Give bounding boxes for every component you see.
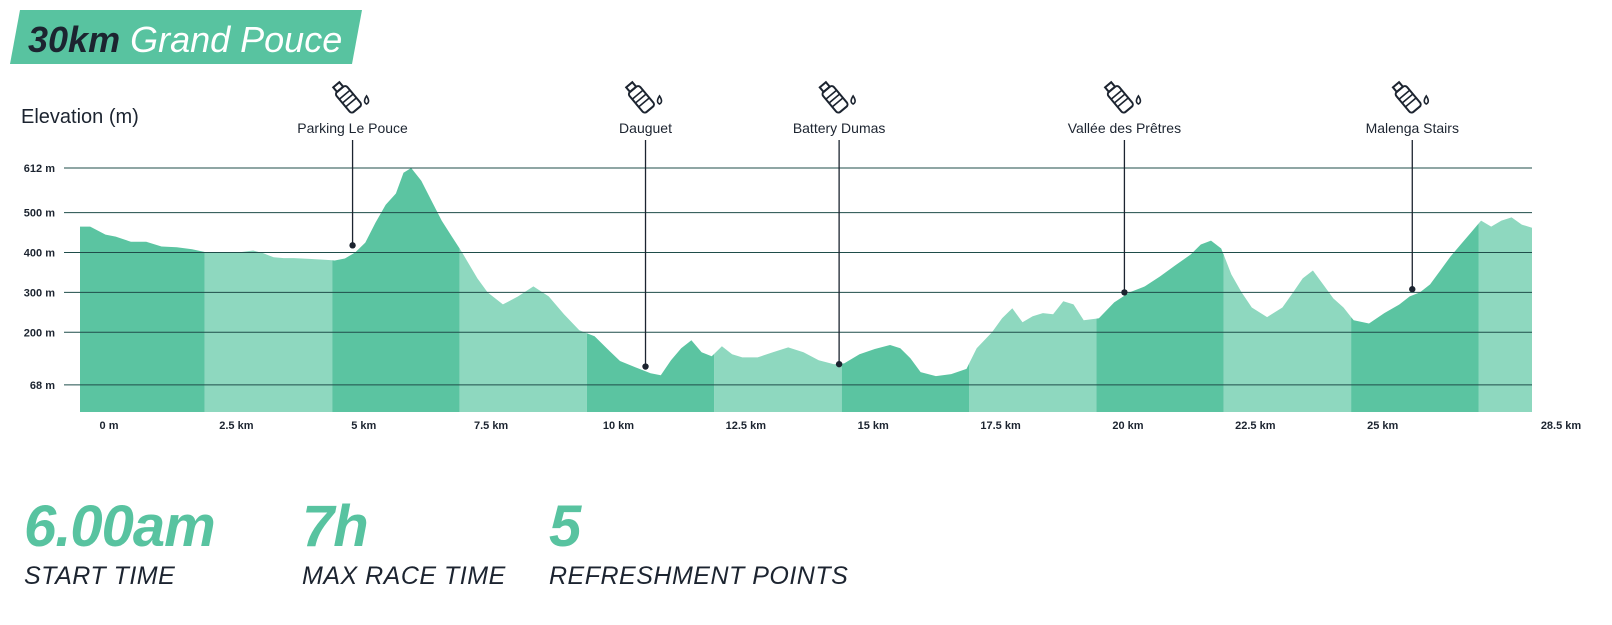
elevation-segment <box>1478 217 1532 412</box>
x-tick-label: 20 km <box>1112 420 1143 432</box>
annotation-point <box>642 363 649 370</box>
title-banner-shape <box>10 10 362 64</box>
annotation-point <box>349 242 356 249</box>
stat-value: 6.00am <box>24 494 216 559</box>
x-tick-label: 0 m <box>100 420 119 432</box>
annotation-label: Parking Le Pouce <box>297 120 408 136</box>
x-tick-label: 22.5 km <box>1235 420 1276 432</box>
elevation-segment <box>969 301 1097 412</box>
x-tick-label: 15 km <box>858 420 889 432</box>
y-tick-label: 612 m <box>24 163 55 175</box>
elevation-segment <box>459 248 587 412</box>
elevation-segment <box>714 346 842 412</box>
x-tick-label: 7.5 km <box>474 420 508 432</box>
water-bottle-icon <box>331 80 362 114</box>
y-tick-label: 400 m <box>24 248 55 260</box>
x-tick-label: 25 km <box>1367 420 1398 432</box>
water-drop-icon <box>363 94 370 105</box>
water-drop-icon <box>1135 94 1142 105</box>
elevation-segment <box>332 168 460 412</box>
water-bottle-icon <box>624 80 655 114</box>
elevation-segment <box>1351 223 1479 412</box>
stat-value: 7h <box>302 494 369 559</box>
x-tick-label: 10 km <box>603 420 634 432</box>
y-tick-label: 300 m <box>24 287 55 299</box>
stat-label: START TIME <box>24 562 176 590</box>
annotation-point <box>1121 289 1128 296</box>
y-tick-label: 68 m <box>30 380 55 392</box>
title-banner: 30km Grand Pouce <box>10 10 362 64</box>
title-name: Grand Pouce <box>130 19 343 60</box>
annotation-point <box>835 360 843 368</box>
water-drop-icon <box>850 94 856 105</box>
annotation-point <box>1409 286 1416 293</box>
title-distance: 30km <box>28 19 121 60</box>
elevation-segment <box>1223 255 1352 412</box>
water-bottle-icon <box>1103 80 1134 114</box>
x-tick-label: 28.5 km <box>1541 420 1582 432</box>
water-drop-icon <box>1423 94 1430 105</box>
stat-label: REFRESHMENT POINTS <box>549 562 849 590</box>
elevation-segment <box>1096 240 1224 412</box>
y-tick-label: 200 m <box>24 327 55 339</box>
y-axis-label: Elevation (m) <box>21 106 139 128</box>
stat-label: MAX RACE TIME <box>302 562 506 590</box>
x-tick-label: 5 km <box>351 420 376 432</box>
chart-title: 30km Grand Pouce <box>28 19 342 61</box>
annotation-label: Dauguet <box>619 120 672 136</box>
stat-max-race-time: 7h MAX RACE TIME <box>302 498 506 591</box>
x-tick-label: 2.5 km <box>219 420 253 432</box>
y-tick-label: 500 m <box>24 208 55 220</box>
elevation-segment <box>586 333 715 412</box>
stat-value: 5 <box>549 494 581 559</box>
annotation-label: Malenga Stairs <box>1366 120 1459 136</box>
elevation-chart: 68 m 200 m 300 m 400 m 500 m 612 m 0 m 2.5 km 5 … <box>24 80 1582 432</box>
elevation-segment <box>841 345 969 412</box>
elevation-segment <box>80 226 205 412</box>
annotation-label: Battery Dumas <box>793 120 886 136</box>
water-bottle-icon <box>1391 80 1422 114</box>
elevation-segment <box>204 250 333 412</box>
water-bottle-icon <box>818 80 849 114</box>
x-tick-label: 17.5 km <box>980 420 1021 432</box>
stat-refreshment-points: 5 REFRESHMENT POINTS <box>549 498 848 591</box>
x-tick-label: 12.5 km <box>726 420 767 432</box>
stat-start-time: 6.00am START TIME <box>24 494 216 591</box>
water-drop-icon <box>656 94 663 105</box>
annotation-label: Vallée des Prêtres <box>1068 120 1181 136</box>
